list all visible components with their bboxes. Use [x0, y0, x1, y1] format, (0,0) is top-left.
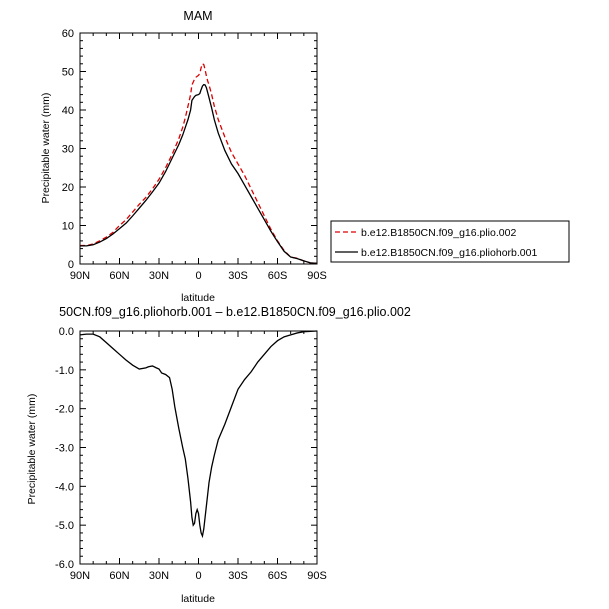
x-tick-label: 90N: [70, 270, 90, 282]
x-tick-label: 90S: [307, 270, 327, 282]
x-tick-label: 60N: [109, 270, 129, 282]
x-tick-label: 60S: [268, 270, 288, 282]
y-tick-label: -4.0: [55, 481, 74, 493]
plot-frame: [79, 330, 318, 565]
bottom-plot-area: 90N 60N 30N 0 30S 60S 90S 0.0 -1.0 -2.0 -3.0 -4.0 -5…: [55, 326, 327, 582]
series-line-0: [80, 62, 318, 264]
bottom-y-axis-label: Precipitable water (mm): [26, 394, 38, 505]
series-line-0: [79, 330, 318, 539]
x-tick-label: 30S: [228, 270, 248, 282]
top-y-axis-label: Precipitable water (mm): [40, 93, 52, 204]
top-plot-area: 90N 60N 30N 0 30S 60S 90S 0 10 20 30 40 50 60: [62, 28, 327, 282]
y-tick-label: -2.0: [55, 404, 74, 416]
x-tick-label: 60S: [268, 570, 288, 582]
x-tick-label: 90N: [70, 570, 90, 582]
y-tick-label: 40: [62, 105, 74, 117]
y-tick-label: 50: [62, 67, 74, 79]
x-tick-label: 30N: [149, 570, 169, 582]
y-tick-label: 0: [68, 259, 74, 271]
y-tick-label: -1.0: [55, 365, 74, 377]
x-tick-label: 0: [195, 570, 201, 582]
x-tick-label: 90S: [307, 570, 327, 582]
x-tick-label: 30N: [149, 270, 169, 282]
x-tick-label: 30S: [228, 570, 248, 582]
legend-label: b.e12.B1850CN.f09_g16.plio.002: [361, 227, 516, 239]
x-tick-label: 60N: [109, 570, 129, 582]
x-tick-label: 0: [195, 270, 201, 282]
y-tick-label: -6.0: [55, 559, 74, 571]
legend: b.e12.B1850CN.f09_g16.plio.002 b.e12.B185…: [330, 220, 570, 263]
y-tick-label: -3.0: [55, 443, 74, 455]
y-tick-label: 30: [62, 144, 74, 156]
y-tick-label: 20: [62, 182, 74, 194]
y-tick-label: 60: [62, 28, 74, 40]
top-chart-title: MAM: [183, 9, 212, 23]
y-tick-label: 0.0: [59, 326, 74, 338]
bottom-chart-title: 50CN.f09_g16.pliohorb.001 – b.e12.B1850C…: [59, 305, 411, 319]
legend-box: [330, 220, 570, 263]
top-x-axis-label: latitude: [181, 292, 215, 304]
series-line-1: [80, 83, 318, 264]
y-tick-label: 10: [62, 221, 74, 233]
legend-label: b.e12.B1850CN.f09_g16.pliohorb.001: [361, 247, 537, 259]
y-tick-label: -5.0: [55, 520, 74, 532]
bottom-x-axis-label: latitude: [181, 593, 215, 605]
